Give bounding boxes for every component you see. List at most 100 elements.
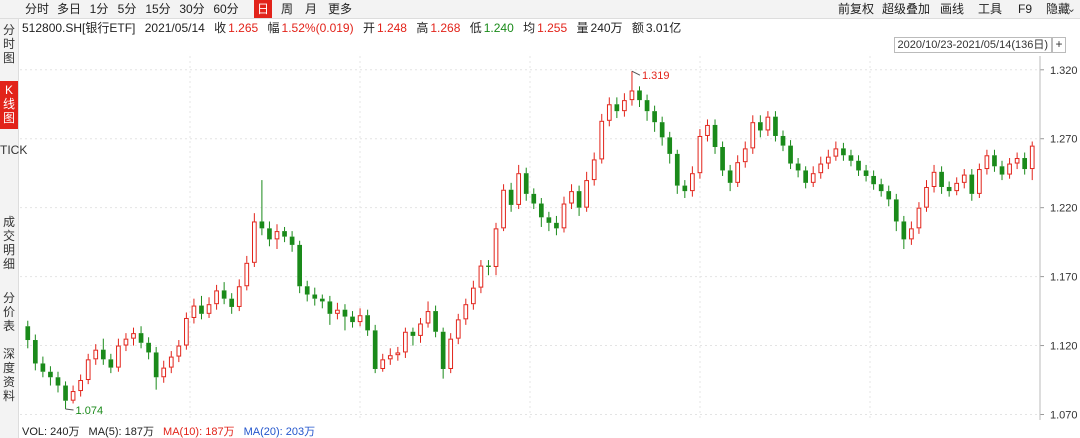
candle xyxy=(471,280,476,310)
candle xyxy=(569,184,574,210)
forward-adjust-button[interactable]: 前复权 xyxy=(838,2,875,16)
candle xyxy=(916,202,922,234)
candle xyxy=(418,317,423,343)
candle xyxy=(448,333,454,374)
tab-15min[interactable]: 15分 xyxy=(145,2,171,16)
candle xyxy=(433,305,438,338)
candle xyxy=(841,142,846,161)
open-label: 开 xyxy=(362,21,375,35)
candle xyxy=(606,97,612,127)
candle xyxy=(63,381,68,409)
candle xyxy=(123,333,129,352)
sidebar-item-depth-data[interactable]: 深度资料 xyxy=(2,347,15,403)
candle xyxy=(576,185,582,216)
candle xyxy=(463,298,469,325)
candle xyxy=(214,284,219,310)
avg-value: 1.255 xyxy=(537,21,568,35)
sidebar-item-price-table[interactable]: 分价表 xyxy=(2,291,15,333)
candle xyxy=(878,178,884,197)
sidebar-item-tick[interactable]: TICK xyxy=(0,143,28,157)
tab-30min[interactable]: 30分 xyxy=(179,2,205,16)
candle xyxy=(440,327,446,379)
candle xyxy=(100,338,106,365)
tab-multi-day[interactable]: 多日 xyxy=(56,2,81,16)
candle xyxy=(554,215,559,236)
candle xyxy=(168,351,174,374)
candle xyxy=(365,309,370,336)
candle xyxy=(486,260,491,276)
tab-5min[interactable]: 5分 xyxy=(117,2,137,16)
candle xyxy=(372,324,378,374)
candle xyxy=(252,213,257,267)
tab-more[interactable]: 更多 xyxy=(327,2,352,16)
candle xyxy=(697,129,703,179)
y-tick-label: 1.070 xyxy=(1050,409,1078,421)
volume-indicator-bar: VOL: 240万 MA(5): 187万 MA(10): 187万 MA(20… xyxy=(22,426,321,438)
zoom-in-icon[interactable]: + xyxy=(1052,37,1066,53)
candle xyxy=(32,334,38,371)
candle xyxy=(116,338,121,372)
candle xyxy=(342,304,348,331)
tab-weekly[interactable]: 周 xyxy=(280,2,293,16)
candle xyxy=(1007,158,1012,179)
quote-info-bar: 512800.SH[银行ETF] 2021/05/14 收 1.265 幅 1.52… xyxy=(22,19,687,37)
candle xyxy=(236,279,242,312)
tab-intraday[interactable]: 分时 xyxy=(24,2,49,16)
candle xyxy=(55,371,61,393)
tab-monthly[interactable]: 月 xyxy=(304,2,317,16)
sidebar-item-trade-details[interactable]: 成交明细 xyxy=(2,215,15,271)
kline-chart[interactable]: 1.320 1.270 1.220 1.170 1.120 1.070 1.074 1.319 xyxy=(18,52,1080,424)
open-value: 1.248 xyxy=(376,21,407,35)
candle xyxy=(78,374,83,397)
candle xyxy=(1014,152,1020,170)
candle xyxy=(750,115,756,154)
candle xyxy=(25,320,31,349)
change-value: 1.52%(0.019) xyxy=(281,21,354,35)
candle xyxy=(85,353,91,385)
candle xyxy=(395,346,401,361)
candle xyxy=(886,185,892,207)
candle xyxy=(131,327,136,346)
candle xyxy=(312,287,318,306)
y-tick-label: 1.170 xyxy=(1050,272,1078,284)
candle xyxy=(410,327,416,346)
candle xyxy=(810,166,816,187)
ma20-value: MA(20): 203万 xyxy=(243,426,316,438)
candle xyxy=(720,141,725,176)
draw-line-button[interactable]: 画线 xyxy=(940,2,965,16)
candle xyxy=(229,293,235,314)
sidebar-item-intraday-chart[interactable]: 分时图 xyxy=(2,23,15,65)
candle xyxy=(742,141,748,168)
y-tick-label: 1.120 xyxy=(1050,341,1078,353)
tab-60min[interactable]: 60分 xyxy=(213,2,239,16)
tab-1min[interactable]: 1分 xyxy=(89,2,109,16)
y-tick-label: 1.220 xyxy=(1050,203,1078,215)
candle xyxy=(501,184,506,232)
sidebar-item-kline[interactable]: K线图 xyxy=(0,81,18,129)
candle xyxy=(795,158,801,178)
tab-daily[interactable]: 日 xyxy=(254,0,272,18)
candle xyxy=(108,353,114,374)
candle xyxy=(357,308,363,327)
candle xyxy=(909,221,914,245)
candle xyxy=(946,181,952,197)
candle xyxy=(939,166,944,194)
hide-button[interactable]: 隐藏 xyxy=(1046,2,1071,16)
candle xyxy=(667,131,673,164)
super-overlay-button[interactable]: 超级叠加 xyxy=(882,2,931,16)
candle xyxy=(531,188,537,210)
candle xyxy=(274,224,280,250)
candle xyxy=(659,116,665,146)
candle xyxy=(259,180,265,236)
candle xyxy=(674,149,680,194)
candle xyxy=(954,177,960,196)
candle xyxy=(380,353,386,372)
volume-value: 240万 xyxy=(590,21,623,35)
high-label: 高 xyxy=(416,21,429,35)
f9-button[interactable]: F9 xyxy=(1018,2,1033,16)
chevron-down-icon[interactable]: ⌄ xyxy=(1066,3,1076,15)
candle xyxy=(765,111,771,136)
candle xyxy=(652,105,657,132)
tools-button[interactable]: 工具 xyxy=(978,2,1003,16)
candle xyxy=(153,346,159,390)
